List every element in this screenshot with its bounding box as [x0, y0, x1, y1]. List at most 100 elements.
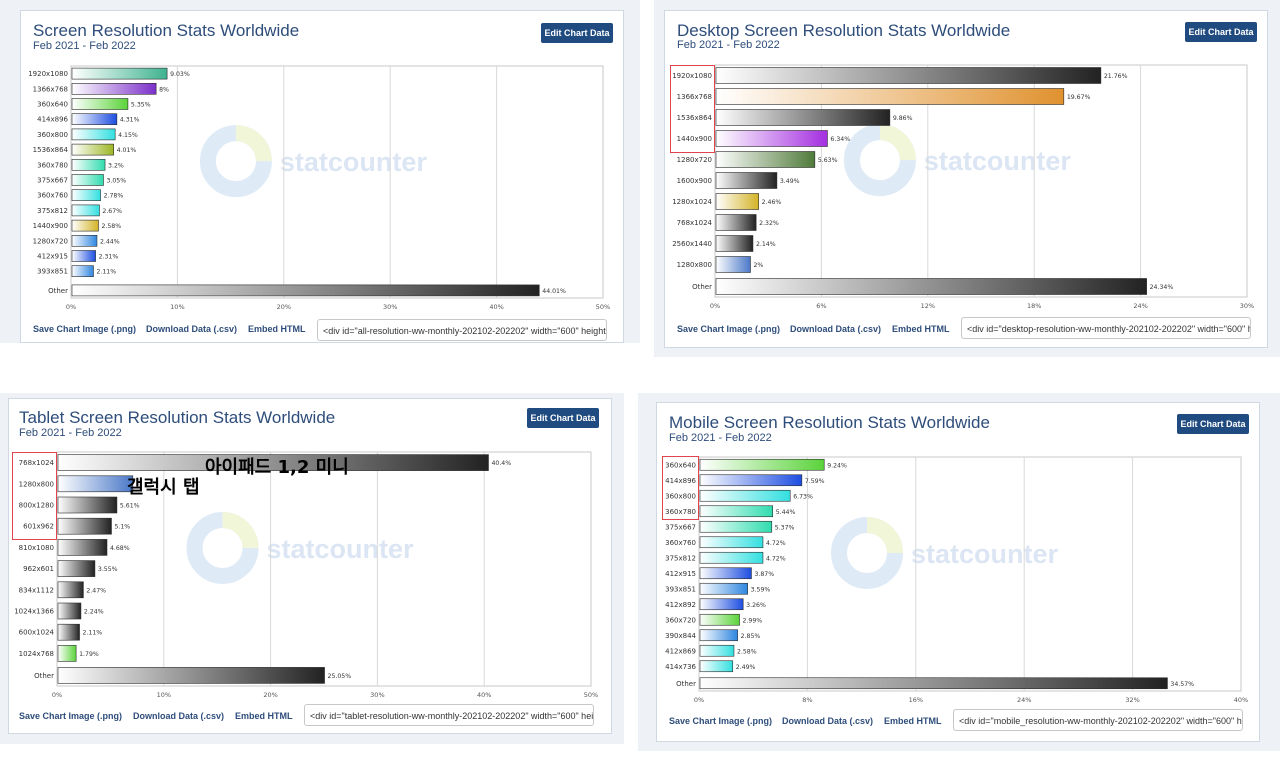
statcounter-watermark: statcounter	[199, 125, 427, 198]
save-chart-image-link[interactable]: Save Chart Image (.png)	[19, 711, 123, 721]
save-chart-image-link[interactable]: Save Chart Image (.png)	[669, 716, 773, 726]
bar-1536x864[interactable]	[71, 143, 114, 156]
save-chart-image-link[interactable]: Save Chart Image (.png)	[677, 324, 781, 334]
bar-1600x900[interactable]	[715, 172, 778, 189]
bar-360x760[interactable]	[699, 536, 764, 549]
data-label: 3.26%	[746, 602, 766, 609]
bar-1440x900[interactable]	[715, 130, 828, 147]
data-label: 9.86%	[893, 115, 913, 122]
bar-1920x1080[interactable]	[71, 67, 168, 80]
category-label: Other	[676, 680, 696, 688]
bar-390x844[interactable]	[699, 629, 738, 642]
bar-1440x900[interactable]	[71, 219, 99, 232]
bar-360x780[interactable]	[71, 159, 106, 171]
download-data-link[interactable]: Download Data (.csv)	[146, 324, 238, 334]
bar-360x760[interactable]	[71, 189, 101, 201]
data-label: 2.58%	[101, 223, 121, 230]
plot-frame	[714, 64, 1248, 298]
bar-360x800[interactable]	[699, 489, 791, 502]
download-data-link[interactable]: Download Data (.csv)	[790, 324, 882, 334]
category-label: 360x640	[665, 461, 696, 469]
bar-1366x768[interactable]	[715, 88, 1065, 105]
bar-810x1080[interactable]	[57, 539, 108, 556]
embed-code-input[interactable]: <div id="mobile_resolution-ww-monthly-20…	[953, 709, 1243, 731]
annotation-ipad: 아이패드 1,2 미니	[205, 457, 349, 478]
bar-414x896[interactable]	[699, 474, 803, 487]
bar-375x812[interactable]	[699, 551, 764, 564]
bar-360x800[interactable]	[71, 128, 116, 141]
data-label: 4.72%	[766, 540, 786, 547]
bar-Other[interactable]	[57, 667, 325, 684]
category-label: 1440x900	[677, 135, 712, 143]
x-tick-label: 30%	[383, 303, 397, 311]
bar-412x869[interactable]	[699, 644, 735, 657]
bar-600x1024[interactable]	[57, 623, 80, 641]
data-label: 2.49%	[736, 664, 756, 671]
bar-1280x720[interactable]	[715, 151, 816, 168]
bar-1280x800[interactable]	[715, 256, 751, 273]
bar-1024x1366[interactable]	[57, 602, 82, 620]
download-data-link[interactable]: Download Data (.csv)	[782, 716, 874, 726]
category-label: 1366x768	[33, 85, 68, 93]
category-label: 1024x1366	[14, 608, 54, 616]
bar-1280x720[interactable]	[71, 235, 98, 247]
data-label: 1.79%	[79, 651, 99, 658]
data-label: 5.35%	[131, 102, 151, 109]
category-label: 1920x1080	[28, 70, 68, 78]
edit-chart-data-button[interactable]: Edit Chart Data	[527, 408, 599, 428]
edit-chart-data-button[interactable]: Edit Chart Data	[541, 23, 613, 43]
category-label: 414x896	[37, 116, 68, 124]
bar-412x892[interactable]	[699, 598, 744, 611]
embed-html-link[interactable]: Embed HTML	[248, 324, 306, 334]
bar-360x780[interactable]	[699, 505, 774, 518]
data-label: 2%	[753, 262, 763, 269]
embed-code-input[interactable]: <div id="desktop-resolution-ww-monthly-2…	[961, 317, 1251, 339]
bar-1280x1024[interactable]	[715, 193, 759, 210]
bar-768x1024[interactable]	[57, 454, 489, 471]
edit-chart-data-button[interactable]: Edit Chart Data	[1185, 22, 1257, 42]
bar-962x601[interactable]	[57, 560, 96, 577]
bar-393x851[interactable]	[699, 582, 748, 595]
edit-chart-data-button[interactable]: Edit Chart Data	[1177, 414, 1249, 434]
bar-393x851[interactable]	[71, 265, 94, 277]
category-label: 375x812	[37, 207, 68, 215]
bar-1024x768[interactable]	[57, 645, 77, 662]
statcounter-logo-accent	[222, 511, 259, 548]
bar-1280x800[interactable]	[57, 475, 134, 493]
category-label: 768x1024	[677, 219, 713, 227]
bar-360x720[interactable]	[699, 613, 740, 626]
bar-2560x1440[interactable]	[715, 235, 754, 252]
save-chart-image-link[interactable]: Save Chart Image (.png)	[33, 324, 137, 334]
bar-414x736[interactable]	[699, 660, 734, 673]
bar-Other[interactable]	[71, 284, 540, 297]
embed-html-link[interactable]: Embed HTML	[884, 716, 942, 726]
bar-768x1024[interactable]	[715, 214, 757, 231]
embed-code-input[interactable]: <div id="tablet-resolution-ww-monthly-20…	[304, 704, 594, 726]
bar-412x915[interactable]	[699, 567, 752, 580]
bar-800x1280[interactable]	[57, 496, 118, 514]
x-tick-label: 40%	[489, 303, 503, 311]
bar-375x667[interactable]	[71, 174, 104, 186]
x-tick-label: 8%	[802, 696, 812, 704]
bar-1920x1080[interactable]	[715, 67, 1102, 84]
embed-html-link[interactable]: Embed HTML	[235, 711, 293, 721]
bar-375x812[interactable]	[71, 204, 100, 217]
data-label: 2.46%	[762, 199, 782, 206]
category-label: 600x1024	[19, 629, 55, 637]
bar-834x1112[interactable]	[57, 581, 84, 599]
bar-Other[interactable]	[715, 278, 1147, 295]
embed-code-input[interactable]: <div id="all-resolution-ww-monthly-20210…	[317, 319, 607, 341]
bar-601x962[interactable]	[57, 517, 112, 535]
bar-360x640[interactable]	[699, 458, 825, 471]
bar-1536x864[interactable]	[715, 109, 891, 126]
bar-1366x768[interactable]	[71, 83, 157, 95]
bar-414x896[interactable]	[71, 113, 118, 125]
category-label: Other	[48, 287, 68, 295]
bar-Other[interactable]	[699, 677, 1168, 690]
data-label: 3.2%	[108, 162, 124, 169]
download-data-link[interactable]: Download Data (.csv)	[133, 711, 225, 721]
bar-375x667[interactable]	[699, 520, 773, 533]
embed-html-link[interactable]: Embed HTML	[892, 324, 950, 334]
bar-412x915[interactable]	[71, 250, 96, 262]
bar-360x640[interactable]	[71, 98, 129, 110]
